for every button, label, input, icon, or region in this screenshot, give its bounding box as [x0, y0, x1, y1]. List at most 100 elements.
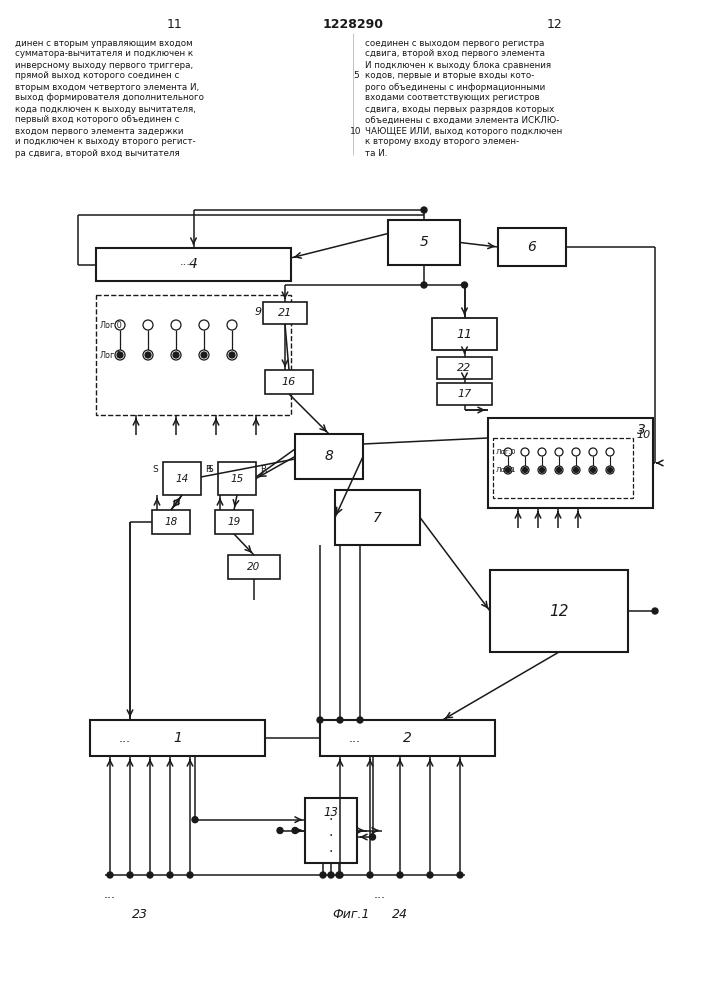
- Circle shape: [462, 282, 467, 288]
- Circle shape: [589, 448, 597, 456]
- Bar: [432, 318, 497, 350]
- Circle shape: [143, 350, 153, 360]
- Circle shape: [397, 872, 403, 878]
- Text: 1: 1: [173, 731, 182, 745]
- Circle shape: [229, 352, 235, 358]
- Text: 10: 10: [350, 126, 362, 135]
- Text: 8: 8: [325, 450, 334, 464]
- Circle shape: [337, 717, 343, 723]
- Text: 7: 7: [373, 510, 382, 524]
- Text: 14: 14: [175, 474, 189, 484]
- Text: 17: 17: [457, 389, 472, 399]
- Circle shape: [143, 320, 153, 330]
- Bar: [228, 555, 280, 579]
- Circle shape: [607, 468, 612, 473]
- Bar: [96, 248, 291, 281]
- Text: Лог.1: Лог.1: [100, 351, 123, 360]
- Bar: [488, 418, 653, 508]
- Circle shape: [504, 448, 512, 456]
- Circle shape: [328, 872, 334, 878]
- Circle shape: [427, 872, 433, 878]
- Circle shape: [555, 466, 563, 474]
- Circle shape: [538, 448, 546, 456]
- Circle shape: [292, 828, 298, 834]
- Text: 6: 6: [527, 240, 537, 254]
- Text: кодов, первые и вторые входы кото-: кодов, первые и вторые входы кото-: [365, 72, 534, 81]
- Text: 19: 19: [228, 517, 240, 527]
- Bar: [218, 462, 256, 495]
- Bar: [437, 357, 492, 379]
- Circle shape: [573, 468, 578, 473]
- Bar: [90, 720, 265, 756]
- Circle shape: [171, 320, 181, 330]
- Bar: [215, 510, 253, 534]
- Text: Фиг.1: Фиг.1: [332, 908, 370, 922]
- Circle shape: [171, 350, 181, 360]
- Circle shape: [107, 872, 113, 878]
- Circle shape: [521, 466, 529, 474]
- Text: 1228290: 1228290: [322, 17, 383, 30]
- Bar: [96, 295, 291, 415]
- Text: ...: ...: [349, 732, 361, 744]
- Circle shape: [506, 468, 510, 473]
- Circle shape: [192, 817, 198, 823]
- Bar: [163, 462, 201, 495]
- Text: Лог.1: Лог.1: [496, 467, 517, 473]
- Circle shape: [199, 320, 209, 330]
- Text: кода подключен к выходу вычитателя,: кода подключен к выходу вычитателя,: [15, 104, 196, 113]
- Circle shape: [522, 468, 527, 473]
- Text: 21: 21: [278, 308, 292, 318]
- Text: к второму входу второго элемен-: к второму входу второго элемен-: [365, 137, 519, 146]
- Bar: [265, 370, 313, 394]
- Circle shape: [277, 828, 283, 834]
- Text: 5: 5: [419, 235, 428, 249]
- Circle shape: [370, 834, 375, 840]
- Text: ра сдвига, второй вход вычитателя: ра сдвига, второй вход вычитателя: [15, 148, 180, 157]
- Text: 4: 4: [189, 257, 198, 271]
- Circle shape: [201, 352, 207, 358]
- Text: Лог.0: Лог.0: [100, 320, 123, 330]
- Circle shape: [145, 352, 151, 358]
- Text: первый вход которого объединен с: первый вход которого объединен с: [15, 115, 180, 124]
- Bar: [295, 434, 363, 479]
- Bar: [320, 720, 495, 756]
- Text: 13: 13: [324, 806, 339, 818]
- Text: 15: 15: [230, 474, 244, 484]
- Bar: [152, 510, 190, 534]
- Text: входами соответствующих регистров: входами соответствующих регистров: [365, 94, 539, 103]
- Circle shape: [572, 466, 580, 474]
- Circle shape: [320, 872, 326, 878]
- Text: рого объединены с информационными: рого объединены с информационными: [365, 83, 545, 92]
- Circle shape: [652, 608, 658, 614]
- Circle shape: [147, 872, 153, 878]
- Bar: [335, 490, 420, 545]
- Text: 16: 16: [282, 377, 296, 387]
- Text: сумматора-вычитателя и подключен к: сумматора-вычитателя и подключен к: [15, 49, 193, 58]
- Circle shape: [606, 448, 614, 456]
- Circle shape: [589, 466, 597, 474]
- Text: 2: 2: [403, 731, 412, 745]
- Circle shape: [199, 350, 209, 360]
- Text: 23: 23: [132, 908, 148, 922]
- Circle shape: [538, 466, 546, 474]
- Circle shape: [539, 468, 544, 473]
- Text: 22: 22: [457, 363, 472, 373]
- Text: прямой выход которого соединен с: прямой выход которого соединен с: [15, 72, 180, 81]
- Text: S: S: [207, 466, 213, 475]
- Circle shape: [606, 466, 614, 474]
- Text: ...: ...: [104, 888, 116, 902]
- Text: ...: ...: [374, 888, 386, 902]
- Circle shape: [556, 468, 561, 473]
- Bar: [388, 220, 460, 265]
- Circle shape: [115, 350, 125, 360]
- Circle shape: [504, 466, 512, 474]
- Circle shape: [521, 448, 529, 456]
- Circle shape: [227, 320, 237, 330]
- Text: соединен с выходом первого регистра: соединен с выходом первого регистра: [365, 38, 544, 47]
- Text: 18: 18: [164, 517, 177, 527]
- Circle shape: [227, 350, 237, 360]
- Circle shape: [367, 872, 373, 878]
- Text: объединены с входами элемента ИСКЛЮ-: объединены с входами элемента ИСКЛЮ-: [365, 115, 559, 124]
- Text: вторым входом четвертого элемента И,: вторым входом четвертого элемента И,: [15, 83, 199, 92]
- Text: та И.: та И.: [365, 148, 387, 157]
